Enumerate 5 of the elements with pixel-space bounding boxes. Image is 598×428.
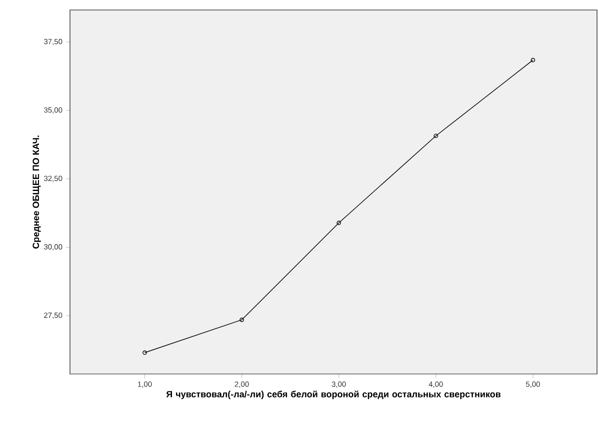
point: [434, 134, 438, 138]
point: [240, 318, 244, 322]
y-axis-title: Среднее ОБЩЕЕ ПО КАЧ.: [32, 136, 41, 249]
point: [336, 220, 341, 226]
x-axis-title: Я чувствовал(-ла/-ли) себя белой вороной среди остальных сверстников: [166, 390, 501, 400]
